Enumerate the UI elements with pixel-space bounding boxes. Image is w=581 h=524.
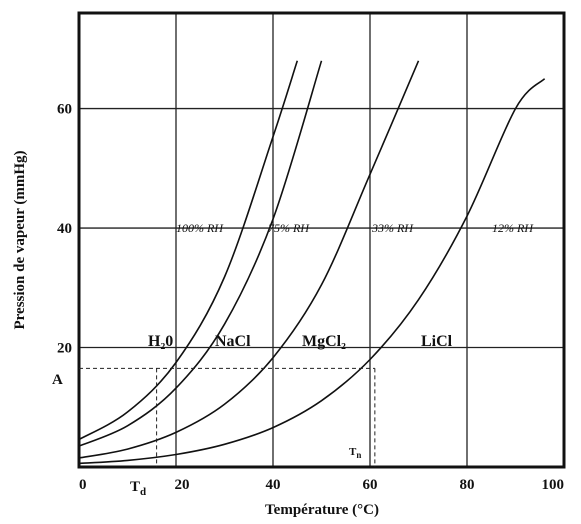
y-axis-title: Pression de vapeur (mmHg) xyxy=(12,150,28,329)
curve-label-33: 33% RH xyxy=(371,221,414,235)
grid-lines xyxy=(79,13,564,467)
curve-label-75: 75% RH xyxy=(268,221,310,235)
curve-label-100: 100% RH xyxy=(176,221,224,235)
salt-label-mgcl2: MgCl₂ xyxy=(302,333,346,350)
x-tick-label: 60 xyxy=(363,477,378,493)
marker-tn-label: Tn xyxy=(349,446,361,460)
curve-12-rh-line xyxy=(78,78,546,465)
curve-100-rh-line xyxy=(78,60,299,441)
tick-labels: 0 20 40 60 80 100 20 40 60 xyxy=(57,102,564,493)
x-tick-label: 0 xyxy=(79,477,87,493)
curve-33-rh-line xyxy=(78,60,420,459)
curve-75-rh-line xyxy=(78,60,323,447)
y-tick-label: 60 xyxy=(57,102,72,118)
y-tick-label: 20 xyxy=(57,341,72,357)
curve-label-12: 12% RH xyxy=(492,221,534,235)
guide-lines xyxy=(79,367,376,467)
plot-frame xyxy=(77,11,566,469)
x-tick-label: 40 xyxy=(266,477,281,493)
x-tick-label: 80 xyxy=(460,477,475,493)
salt-label-h2o: H₂0 xyxy=(148,333,173,350)
x-tick-label: 20 xyxy=(175,477,190,493)
salt-label-licl: LiCl xyxy=(421,333,453,350)
y-tick-label: 40 xyxy=(57,221,72,237)
x-axis-title: Température (°C) xyxy=(265,502,379,518)
salt-label-nacl: NaCl xyxy=(215,333,251,350)
marker-td-label: Td xyxy=(130,479,146,498)
x-tick-label: 100 xyxy=(542,477,565,493)
curves-group xyxy=(78,60,546,465)
marker-a-label: A xyxy=(52,372,63,388)
